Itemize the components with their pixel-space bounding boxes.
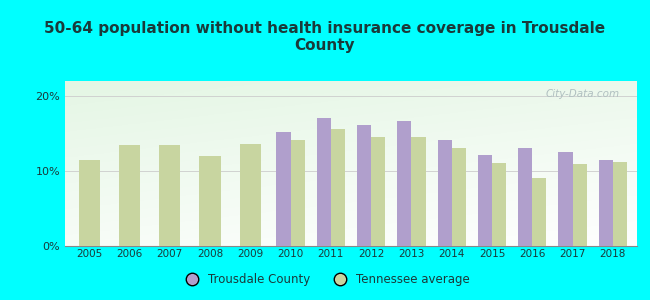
Bar: [397, 122, 411, 246]
Bar: [331, 129, 345, 246]
Bar: [200, 156, 220, 246]
Bar: [159, 145, 180, 246]
Bar: [79, 160, 99, 246]
Bar: [573, 164, 587, 246]
Bar: [371, 137, 385, 246]
Bar: [276, 132, 291, 246]
Bar: [317, 118, 331, 246]
Bar: [357, 125, 371, 246]
Bar: [291, 140, 305, 246]
Bar: [119, 145, 140, 246]
Bar: [518, 148, 532, 246]
Bar: [558, 152, 573, 246]
Bar: [240, 144, 261, 246]
Bar: [411, 136, 426, 246]
Bar: [437, 140, 452, 246]
Bar: [492, 163, 506, 246]
Bar: [532, 178, 547, 246]
Legend: Trousdale County, Tennessee average: Trousdale County, Tennessee average: [175, 269, 475, 291]
Text: 50-64 population without health insurance coverage in Trousdale
County: 50-64 population without health insuranc…: [44, 21, 606, 53]
Bar: [478, 155, 492, 246]
Bar: [452, 148, 466, 246]
Text: City-Data.com: City-Data.com: [546, 89, 620, 99]
Bar: [599, 160, 613, 246]
Bar: [613, 162, 627, 246]
